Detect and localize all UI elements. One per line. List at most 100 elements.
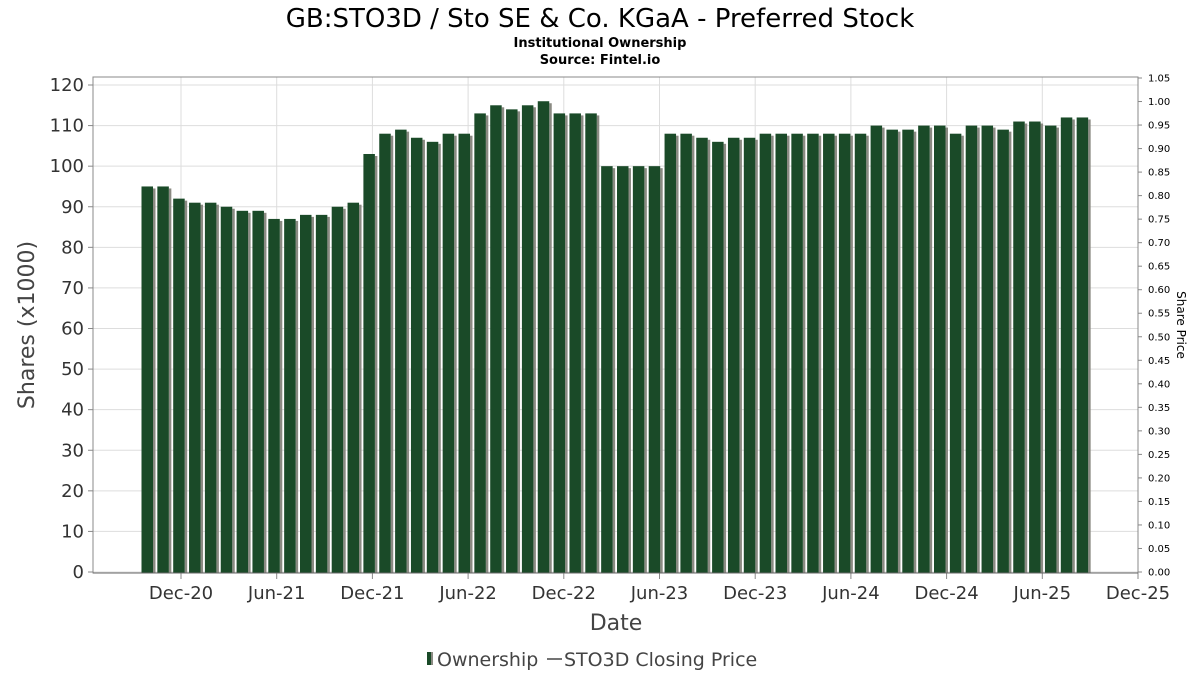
bar-shadow	[1024, 123, 1028, 574]
bar-shadow	[596, 115, 600, 574]
bar-shadow	[470, 135, 473, 573]
bar-shadow	[1008, 131, 1012, 573]
y-axis-right: 0.00 0.05 0.10 0.15 0.20 0.25 0.30 0.35 0.40 0.45…	[1138, 74, 1170, 579]
bar	[204, 202, 217, 574]
x-tick-label: Dec-25	[1106, 583, 1170, 604]
bar	[220, 206, 233, 573]
bar-shadow	[232, 208, 235, 573]
bar-shadow	[184, 200, 188, 573]
y2-tick-label: 1.00	[1148, 97, 1170, 108]
bar	[284, 218, 296, 574]
bar	[838, 133, 851, 573]
bar	[807, 133, 819, 573]
bar-shadow	[787, 135, 790, 573]
y2-tick-label: 0.55	[1148, 309, 1170, 320]
bar	[886, 129, 898, 573]
x-tick-label: Dec-23	[723, 583, 787, 604]
bar-shadow	[295, 220, 299, 574]
bar	[791, 133, 803, 573]
x-axis: Dec-20 Jun-21 Dec-21 Jun-22 Dec-22 Jun-23 Dec-…	[93, 572, 1170, 604]
y2-tick-label: 0.60	[1148, 285, 1170, 296]
bar-shadow	[248, 212, 251, 573]
bar	[236, 210, 249, 573]
bar	[506, 109, 518, 573]
bar-shadow	[549, 103, 552, 573]
bar-shadow	[993, 127, 996, 573]
bar	[949, 133, 962, 573]
bar-shadow	[691, 135, 695, 573]
x-tick-label: Jun-25	[1013, 583, 1072, 604]
bar-shadow	[263, 212, 267, 573]
bar	[902, 129, 914, 573]
bar-shadow	[390, 135, 394, 573]
y2-tick-label: 0.85	[1148, 168, 1170, 179]
y-tick-label: 10	[61, 521, 84, 542]
bar	[759, 133, 772, 573]
bar	[189, 202, 201, 574]
bar-shadow	[850, 135, 853, 573]
bar	[1013, 121, 1025, 574]
y2-tick-label: 0.25	[1148, 450, 1170, 461]
bar	[331, 206, 344, 573]
bar	[490, 105, 502, 574]
y-axis-label: Shares (x1000)	[15, 241, 40, 409]
y2-tick-label: 0.40	[1148, 379, 1170, 390]
bar-shadow	[565, 115, 568, 574]
bar	[141, 186, 153, 574]
bar	[696, 137, 708, 573]
x-tick-label: Dec-21	[340, 583, 404, 604]
bar-shadow	[533, 107, 536, 574]
y2-tick-label: 0.90	[1148, 144, 1170, 155]
bar-shadow	[945, 127, 948, 573]
legend-price-label: STO3D Closing Price	[564, 649, 757, 671]
x-tick-label: Dec-22	[532, 583, 596, 604]
bar	[664, 133, 677, 573]
x-tick-label: Jun-23	[630, 583, 689, 604]
bar-shadow	[771, 135, 774, 573]
bar-shadow	[168, 188, 172, 574]
bar	[410, 137, 423, 573]
bar-shadow	[501, 107, 505, 574]
bar-shadow	[644, 168, 647, 573]
bar	[934, 125, 946, 573]
y2-tick-label: 0.75	[1148, 215, 1170, 226]
x-tick-label: Jun-24	[821, 583, 880, 604]
x-tick-label: Jun-22	[438, 583, 497, 604]
bar	[569, 113, 581, 574]
bar	[601, 166, 613, 573]
y-tick-label: 20	[61, 481, 84, 502]
bar	[712, 141, 724, 574]
y-tick-label: 90	[61, 197, 84, 218]
bar-shadow	[454, 135, 457, 573]
y2-axis-label: Share Price	[1174, 291, 1188, 359]
bar	[395, 129, 407, 573]
y-tick-label: 30	[61, 440, 84, 461]
chart-subtitle: Institutional Ownership	[514, 36, 687, 51]
y2-tick-label: 0.10	[1148, 520, 1170, 531]
x-tick-label: Dec-20	[149, 583, 213, 604]
bar	[537, 101, 550, 573]
bar	[585, 113, 597, 574]
bar	[379, 133, 391, 573]
bar	[157, 186, 169, 574]
bar-shadow	[327, 216, 330, 573]
bar	[268, 218, 280, 574]
bar	[173, 198, 185, 573]
bar	[347, 202, 360, 574]
bar-shadow	[755, 139, 758, 573]
y2-tick-label: 0.30	[1148, 426, 1170, 437]
y2-tick-label: 1.05	[1148, 74, 1170, 85]
bar	[632, 166, 645, 573]
bar-shadow	[374, 155, 378, 573]
bar-shadow	[961, 135, 964, 573]
bar	[743, 137, 756, 573]
y2-tick-label: 0.15	[1148, 497, 1170, 508]
bar	[1044, 125, 1057, 573]
bar	[300, 214, 312, 573]
bar	[617, 166, 629, 573]
bar-shadow	[1072, 119, 1075, 573]
bar-shadow	[343, 208, 346, 573]
bar-shadow	[707, 139, 711, 573]
y2-tick-label: 0.70	[1148, 238, 1170, 249]
